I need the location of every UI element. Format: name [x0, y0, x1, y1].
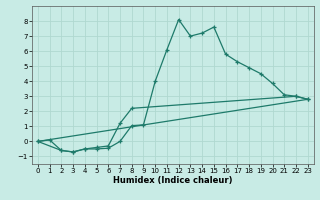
X-axis label: Humidex (Indice chaleur): Humidex (Indice chaleur) — [113, 176, 233, 185]
